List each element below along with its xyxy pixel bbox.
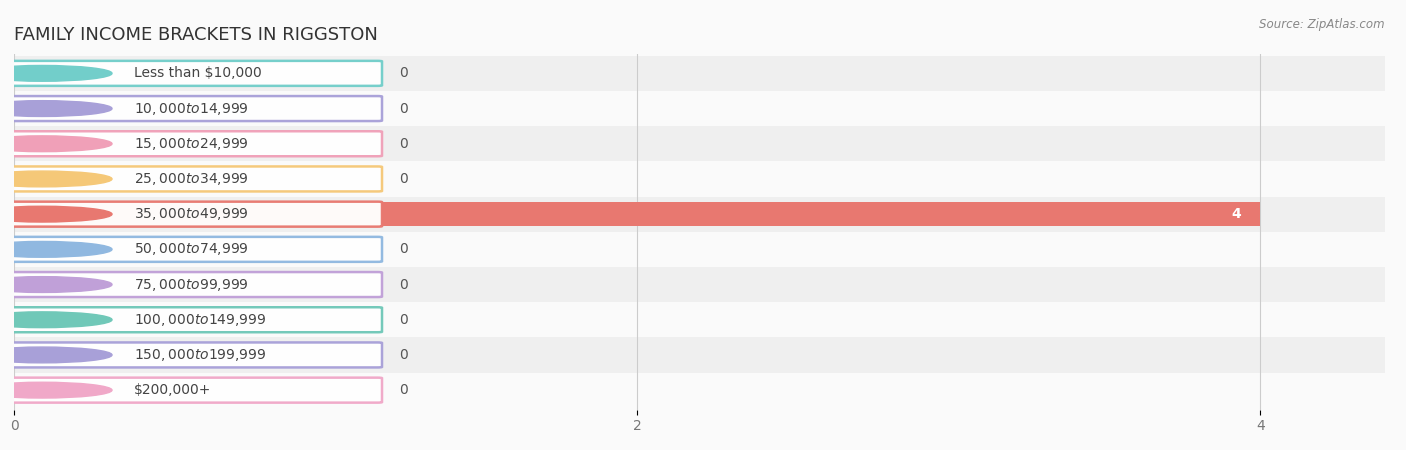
Circle shape [0,171,112,187]
Text: $150,000 to $199,999: $150,000 to $199,999 [134,347,266,363]
FancyBboxPatch shape [10,61,382,86]
Text: $25,000 to $34,999: $25,000 to $34,999 [134,171,249,187]
Bar [14,126,1385,162]
FancyBboxPatch shape [10,96,382,121]
Text: $10,000 to $14,999: $10,000 to $14,999 [134,100,249,117]
Text: $100,000 to $149,999: $100,000 to $149,999 [134,312,266,328]
Text: $35,000 to $49,999: $35,000 to $49,999 [134,206,249,222]
Circle shape [0,136,112,152]
Text: FAMILY INCOME BRACKETS IN RIGGSTON: FAMILY INCOME BRACKETS IN RIGGSTON [14,26,378,44]
Circle shape [0,242,112,257]
Bar [14,338,1385,373]
Text: 4: 4 [1232,207,1241,221]
Bar [14,232,1385,267]
Circle shape [0,312,112,328]
Bar [14,267,1385,302]
Circle shape [0,65,112,81]
Text: Source: ZipAtlas.com: Source: ZipAtlas.com [1260,18,1385,31]
Text: 0: 0 [399,278,408,292]
Bar [14,202,1260,226]
FancyBboxPatch shape [10,202,382,227]
Text: 0: 0 [399,243,408,256]
Text: $200,000+: $200,000+ [134,383,211,397]
Bar [14,197,1385,232]
FancyBboxPatch shape [10,307,382,332]
Circle shape [0,277,112,292]
Circle shape [0,382,112,398]
Circle shape [0,347,112,363]
Bar [14,56,1385,91]
Text: 0: 0 [399,383,408,397]
FancyBboxPatch shape [10,237,382,262]
Bar [14,162,1385,197]
Text: 0: 0 [399,348,408,362]
Text: 0: 0 [399,137,408,151]
FancyBboxPatch shape [10,342,382,368]
Bar [14,302,1385,338]
Bar [14,91,1385,126]
Text: $15,000 to $24,999: $15,000 to $24,999 [134,136,249,152]
Text: 0: 0 [399,102,408,116]
Circle shape [0,206,112,222]
Circle shape [0,101,112,117]
FancyBboxPatch shape [10,166,382,191]
FancyBboxPatch shape [10,378,382,403]
Bar [14,373,1385,408]
FancyBboxPatch shape [10,131,382,156]
Text: $75,000 to $99,999: $75,000 to $99,999 [134,277,249,292]
FancyBboxPatch shape [10,272,382,297]
Text: 0: 0 [399,313,408,327]
Text: 0: 0 [399,172,408,186]
Text: Less than $10,000: Less than $10,000 [134,66,262,81]
Text: 0: 0 [399,66,408,81]
Text: $50,000 to $74,999: $50,000 to $74,999 [134,241,249,257]
